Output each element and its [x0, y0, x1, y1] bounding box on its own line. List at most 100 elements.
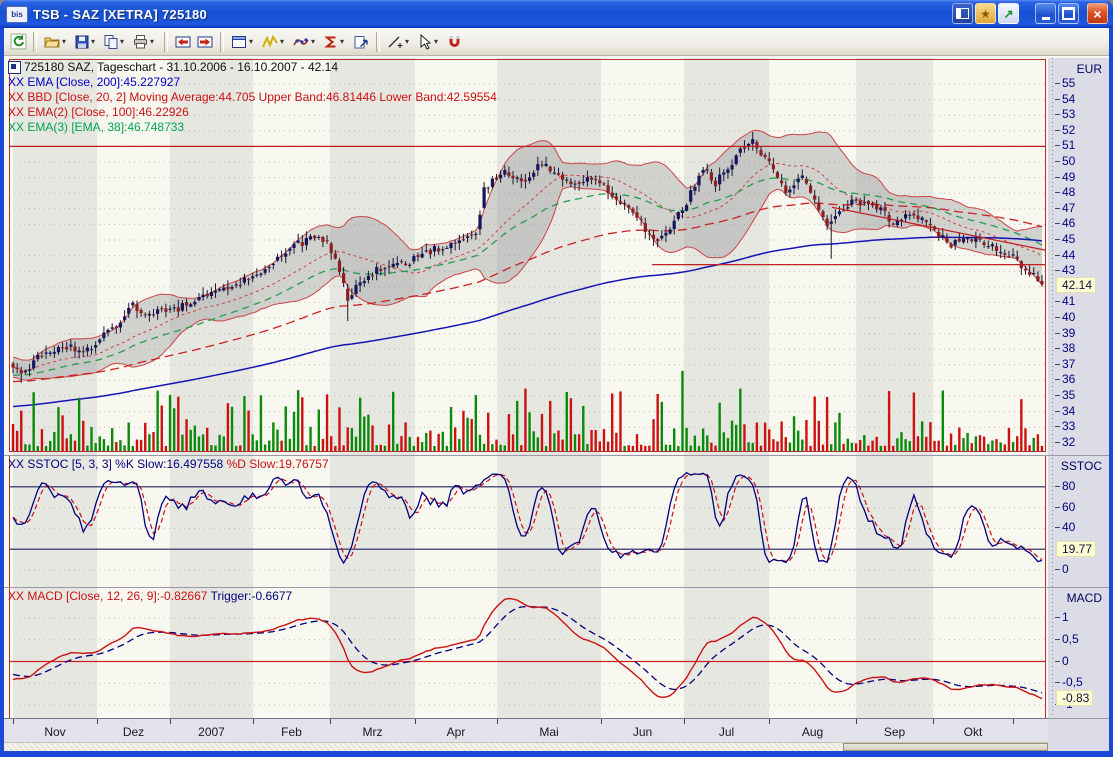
- month-label: Apr: [446, 725, 466, 739]
- favorites-button[interactable]: ★: [975, 3, 996, 24]
- price-chart-legend: 725180 SAZ, Tageschart - 31.10.2006 - 16…: [8, 60, 497, 135]
- axis-tick-label: 48: [1054, 185, 1076, 200]
- dropdown-arrow-icon[interactable]: ▾: [311, 37, 316, 46]
- axis-tick-label: 60: [1054, 499, 1076, 514]
- toolbar-separator: [164, 31, 168, 52]
- dropdown-arrow-icon[interactable]: ▾: [280, 37, 285, 46]
- copy-icon: [104, 34, 118, 49]
- axis-tick-label: 52: [1054, 122, 1076, 137]
- legend-text: XX MACD [Close, 12, 26, 9]:-0.82667: [8, 589, 211, 603]
- axis-tick-label: 53: [1054, 107, 1076, 122]
- print-icon: [134, 34, 147, 48]
- refresh-button[interactable]: [8, 30, 29, 54]
- axis-header: EUR: [1076, 62, 1102, 76]
- window-layout-button[interactable]: ▾: [228, 30, 259, 54]
- month-tick: [170, 719, 171, 724]
- legend-text: XX BBD [Close, 20, 2] Moving Average:44.…: [8, 90, 497, 104]
- month-tick: [13, 719, 14, 724]
- app-icon-label: bis: [11, 9, 23, 19]
- refresh-icon: [10, 33, 27, 50]
- dropdown-arrow-icon[interactable]: ▾: [62, 37, 67, 46]
- scrollbar-thumb[interactable]: [843, 743, 1048, 751]
- sstoc-chart[interactable]: [4, 455, 1048, 587]
- cursor-arrow-icon: [420, 33, 432, 50]
- draw-line-button[interactable]: ▾: [384, 30, 415, 54]
- minimize-button[interactable]: [1035, 3, 1056, 24]
- publish-button[interactable]: ↗: [998, 3, 1019, 24]
- axis-tick-label: 51: [1054, 138, 1076, 153]
- legend-text: XX EMA(3) [EMA, 38]:46.748733: [8, 120, 185, 134]
- legend-text: 725180 SAZ, Tageschart - 31.10.2006 - 16…: [24, 60, 339, 74]
- save-floppy-icon: [75, 35, 89, 48]
- axis-tick-label: 46: [1054, 216, 1076, 231]
- horizontal-scrollbar[interactable]: [4, 742, 1048, 751]
- legend-text: %D Slow:19.76757: [226, 457, 329, 471]
- dropdown-arrow-icon[interactable]: ▾: [91, 37, 96, 46]
- toolbar-separator: [220, 31, 224, 52]
- properties-button[interactable]: [350, 30, 372, 54]
- axis-tick-label: 44: [1054, 247, 1076, 262]
- legend-text: Trigger:-0.6677: [210, 589, 293, 603]
- toolbar-separator: [376, 31, 380, 52]
- chart-back-button[interactable]: [172, 30, 194, 54]
- axis-tick-label: 0: [1055, 653, 1069, 668]
- price-chart[interactable]: [4, 58, 1048, 455]
- month-tick: [415, 719, 416, 724]
- dropdown-arrow-icon[interactable]: ▾: [120, 37, 125, 46]
- pointer-button[interactable]: ▾: [415, 30, 444, 54]
- value-axis-column: EUR 55 54 53 52 51 50 49 48 47 46 45 44 43 41 40 39 38 37 3…: [1048, 58, 1109, 749]
- current-value-box: -0.83: [1056, 689, 1094, 706]
- axis-tick-label: 39: [1054, 325, 1076, 340]
- dropdown-arrow-icon[interactable]: ▾: [340, 37, 345, 46]
- month-label: Okt: [963, 725, 983, 739]
- print-button[interactable]: ▾: [130, 30, 160, 54]
- axis-tick-label: 1: [1055, 610, 1069, 624]
- month-tick: [856, 719, 857, 724]
- month-tick: [769, 719, 770, 724]
- chart-type-button[interactable]: ▾: [259, 30, 290, 54]
- month-tick: [97, 719, 98, 724]
- app-icon: bis: [6, 5, 28, 23]
- month-label: Jun: [632, 725, 653, 739]
- month-tick: [330, 719, 331, 724]
- axis-tick-label: 80: [1054, 478, 1076, 493]
- axis-tick-label: 32: [1054, 434, 1076, 449]
- zigzag-chart-icon: [262, 34, 278, 48]
- close-button[interactable]: ×: [1087, 3, 1108, 24]
- month-tick: [684, 719, 685, 724]
- copy-button[interactable]: ▾: [101, 30, 130, 54]
- month-label: Jul: [718, 725, 735, 739]
- legend-text: XX SSTOC [5, 3, 3] %K Slow:16.497558: [8, 457, 227, 471]
- sstoc-legend: XX SSTOC [5, 3, 3] %K Slow:16.497558 %D …: [8, 457, 329, 472]
- macd-legend: XX MACD [Close, 12, 26, 9]:-0.82667 Trig…: [8, 589, 292, 604]
- star-icon: ★: [980, 6, 991, 21]
- open-button[interactable]: ▾: [41, 30, 72, 54]
- axis-tick-label: 41: [1054, 294, 1076, 309]
- axis-tick-label: -0,5: [1055, 675, 1083, 690]
- dropdown-arrow-icon[interactable]: ▾: [249, 37, 254, 46]
- save-button[interactable]: ▾: [72, 30, 101, 54]
- legend-text: XX EMA [Close, 200]:45.227927: [8, 75, 181, 89]
- red-arrow-left-icon: [175, 36, 191, 47]
- month-label: Mrz: [362, 725, 383, 739]
- axis-tick-label: 40: [1054, 520, 1076, 535]
- chart-forward-button[interactable]: [194, 30, 216, 54]
- magnet-button[interactable]: [444, 30, 465, 54]
- dropdown-arrow-icon[interactable]: ▾: [150, 37, 155, 46]
- month-label: Dez: [122, 725, 145, 739]
- axis-tick-label: 33: [1054, 419, 1076, 434]
- macd-chart[interactable]: [4, 587, 1048, 718]
- close-icon: ×: [1093, 5, 1102, 22]
- month-label: 2007: [198, 725, 225, 739]
- axis-tick-label: 43: [1054, 263, 1076, 278]
- maximize-button[interactable]: [1058, 3, 1079, 24]
- indicators-button[interactable]: ▾: [290, 30, 321, 54]
- panel-window-button[interactable]: [952, 3, 973, 24]
- dropdown-arrow-icon[interactable]: ▾: [434, 37, 439, 46]
- functions-sigma-button[interactable]: ▾: [321, 30, 350, 54]
- magnet-icon: [449, 35, 460, 47]
- current-value-box: 19.77: [1056, 541, 1097, 558]
- month-label: Sep: [883, 725, 906, 739]
- dropdown-arrow-icon[interactable]: ▾: [405, 37, 410, 46]
- axis-tick-label: 34: [1054, 403, 1076, 418]
